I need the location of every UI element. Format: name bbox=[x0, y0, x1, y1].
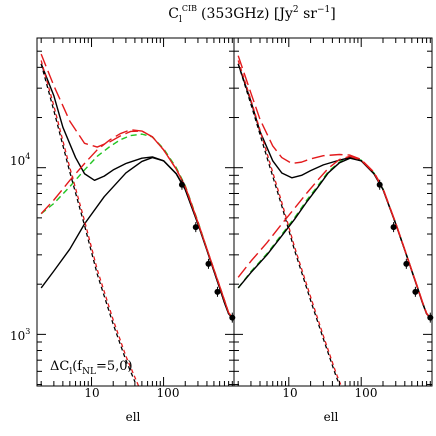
right-panel bbox=[233, 37, 434, 387]
left-series-6-green-dashed bbox=[40, 133, 233, 319]
left-panel bbox=[36, 37, 236, 387]
x-tick-label-right-100: 100 bbox=[355, 386, 378, 400]
right-series-3-red-dashed bbox=[237, 60, 342, 385]
left-data-point-1 bbox=[192, 224, 199, 231]
left-data-point-3 bbox=[214, 288, 221, 295]
left-curves bbox=[40, 53, 233, 386]
x-axis-label-left: ell bbox=[126, 410, 141, 424]
left-frame bbox=[36, 37, 235, 387]
right-series-6-green-dashed bbox=[237, 156, 431, 319]
left-series-2-black-dashed bbox=[40, 63, 136, 382]
right-series-5-red-longdash bbox=[237, 155, 431, 319]
right-ticks bbox=[234, 37, 432, 386]
right-series-4-red-longdash bbox=[237, 55, 431, 319]
right-curves bbox=[237, 55, 431, 385]
right-data-point-0 bbox=[376, 181, 383, 188]
x-tick-label-left-100: 100 bbox=[157, 386, 180, 400]
left-series-3-red-dashed bbox=[40, 60, 140, 386]
right-data-point-2 bbox=[403, 260, 410, 267]
right-data-point-3 bbox=[412, 288, 419, 295]
x-axis-label-right: ell bbox=[324, 410, 339, 424]
x-tick-label-left-10: 10 bbox=[84, 386, 99, 400]
right-frame bbox=[233, 37, 433, 387]
left-ticks bbox=[37, 37, 234, 386]
left-data-point-2 bbox=[205, 260, 212, 267]
y-tick-label-1e3: 103 bbox=[10, 327, 30, 343]
x-tick-label-right-10: 10 bbox=[282, 386, 297, 400]
chart-title: ClCIB (353GHz) [Jy2 sr−1] bbox=[168, 4, 335, 25]
right-data-point-1 bbox=[390, 224, 397, 231]
left-series-1-black-solid bbox=[40, 63, 233, 319]
left-series-5-red-longdash bbox=[40, 129, 233, 319]
left-data-point-0 bbox=[178, 181, 185, 188]
y-tick-label-1e4: 104 bbox=[10, 152, 30, 168]
right-series-1-black-solid bbox=[237, 63, 431, 319]
panel-annotation: ΔCl(fNL=5,0) bbox=[50, 359, 133, 377]
